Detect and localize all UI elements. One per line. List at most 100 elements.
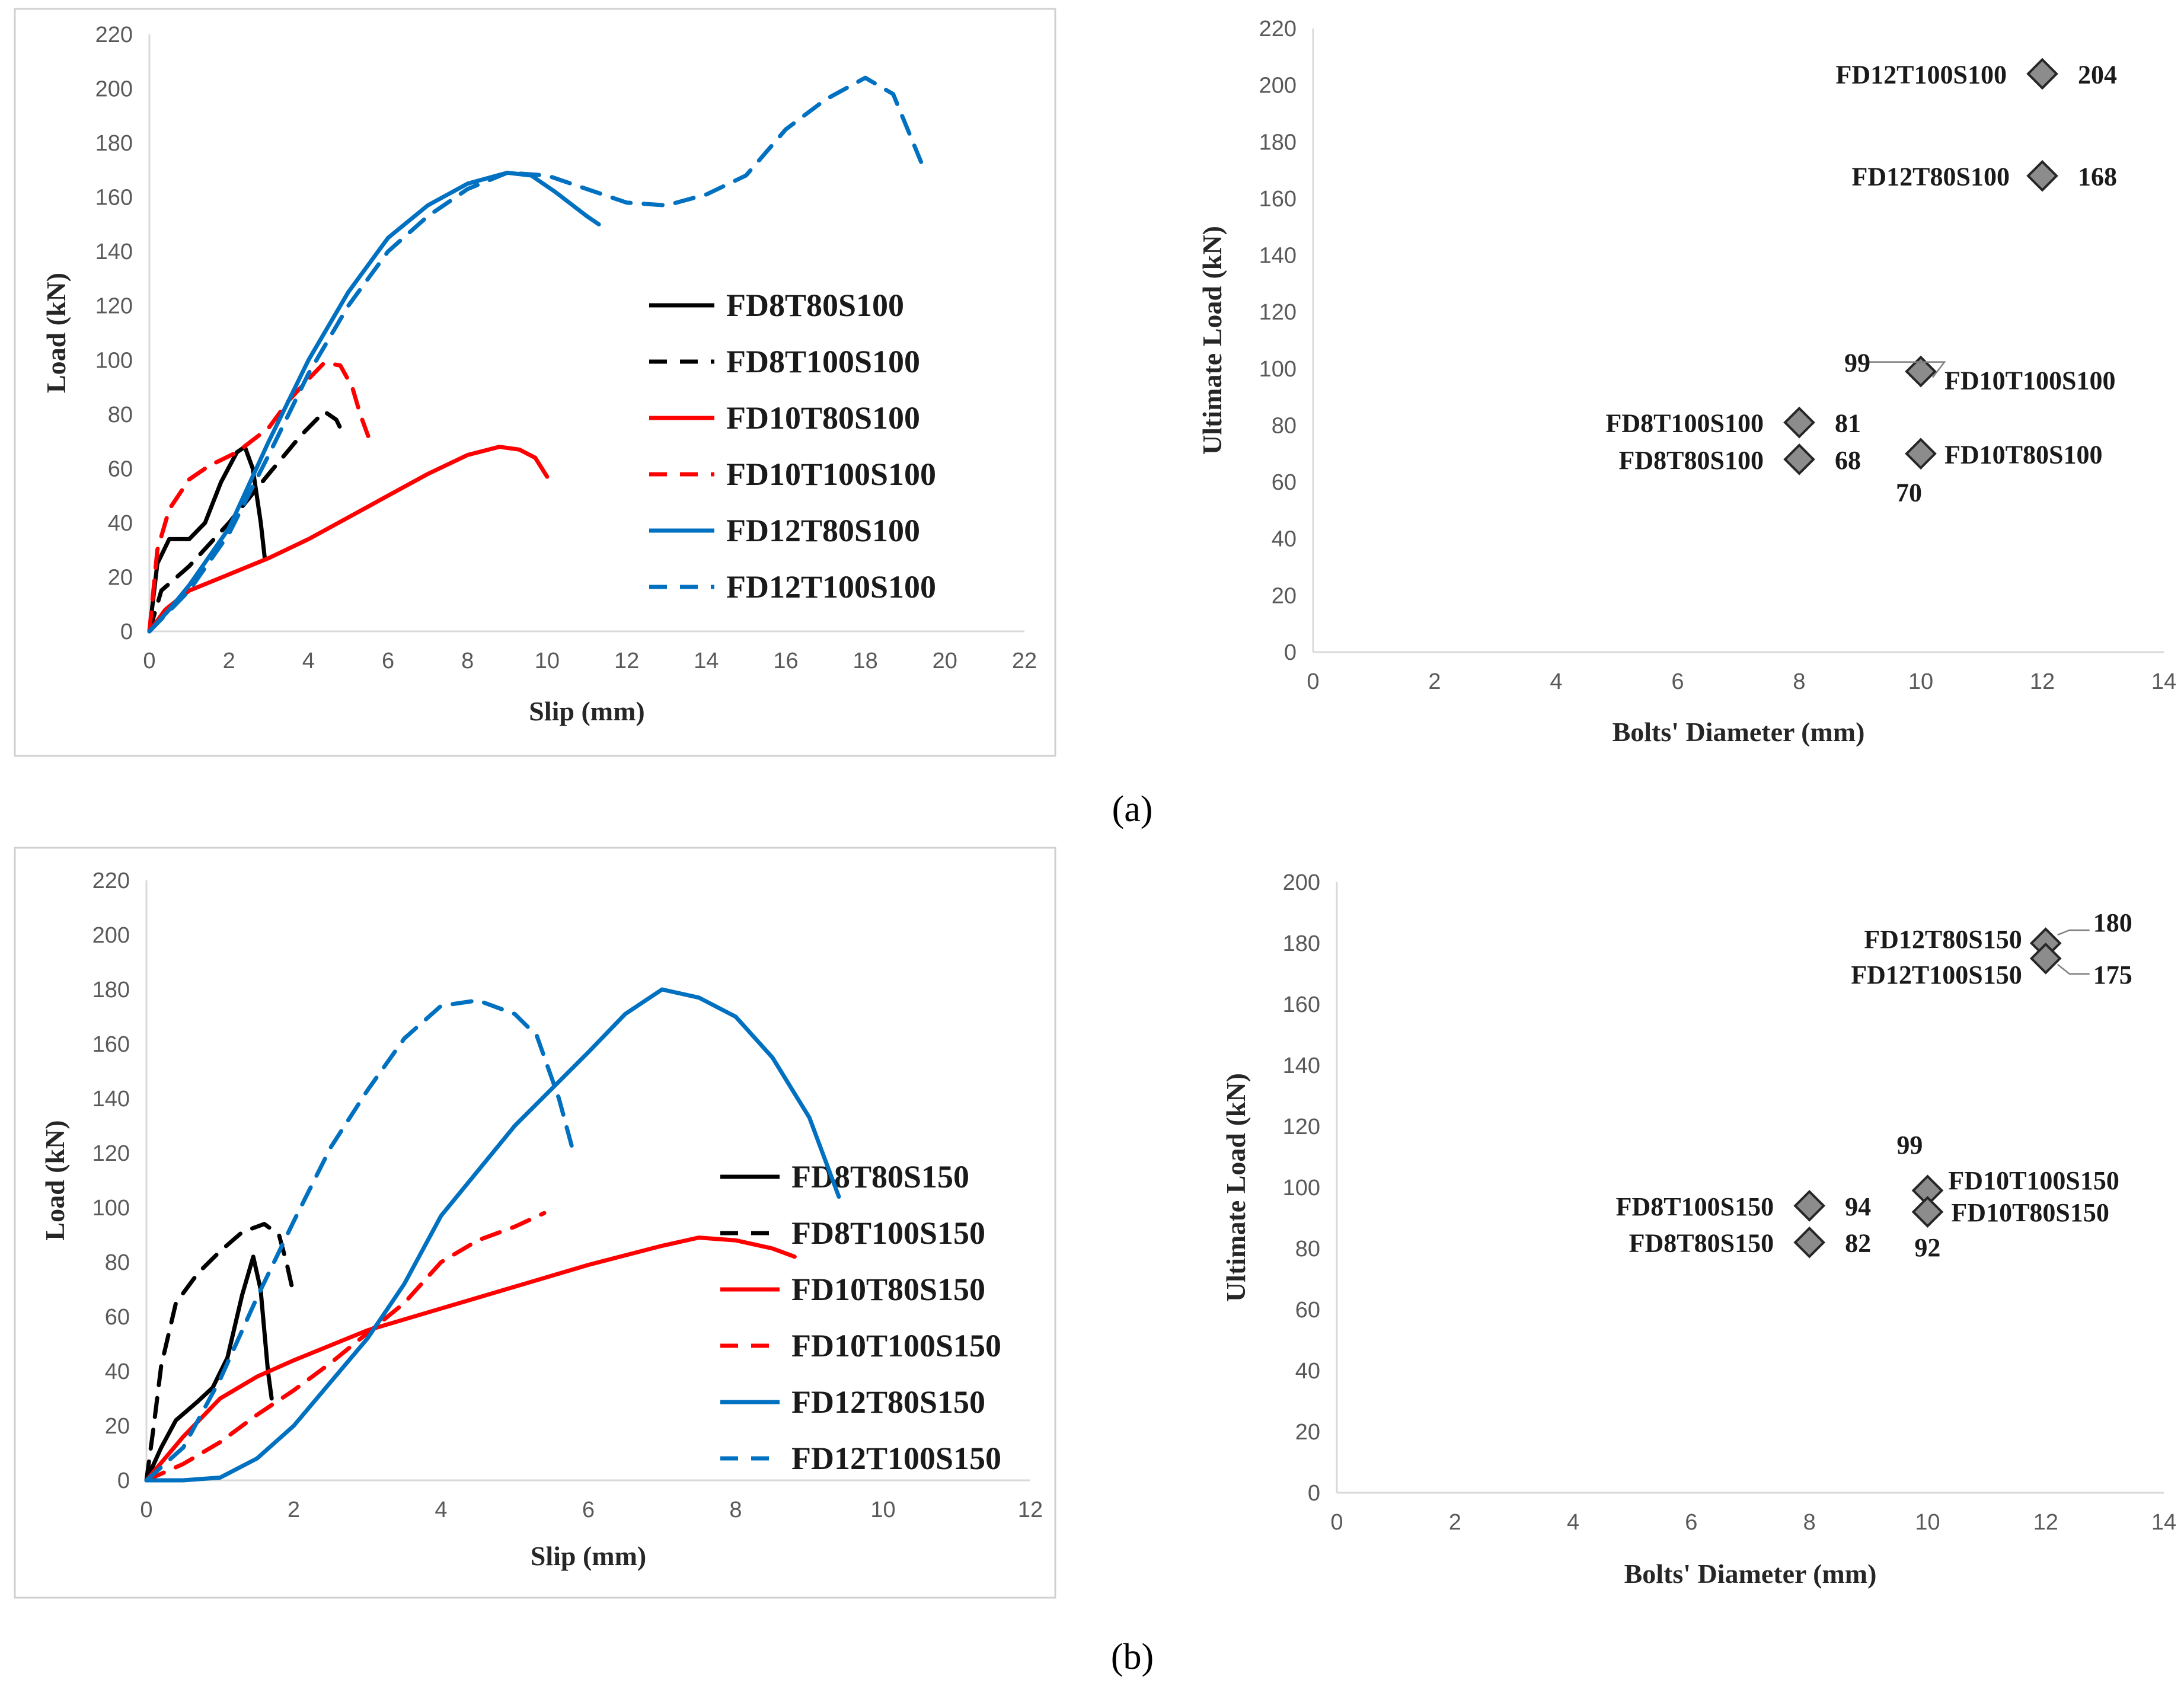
data-point-value: 99: [1844, 349, 1870, 378]
data-point-value: 99: [1896, 1131, 1923, 1160]
data-label-leader: [2057, 963, 2090, 975]
x-tick-label: 12: [2030, 669, 2055, 694]
x-tick-label: 4: [1567, 1510, 1579, 1535]
data-point-value: 92: [1914, 1233, 1940, 1262]
x-axis-title: Slip (mm): [529, 696, 645, 726]
data-point-name: FD12T100S150: [1851, 960, 2022, 989]
x-tick-label: 2: [1449, 1510, 1461, 1535]
legend-label: FD10T100S150: [791, 1328, 1001, 1364]
data-point-name: FD12T80S100: [1852, 162, 2010, 191]
y-tick-label: 180: [92, 978, 130, 1002]
y-tick-label: 40: [108, 511, 133, 536]
series-line-fd12t80s100: [147, 170, 601, 634]
x-tick-label: 18: [852, 649, 877, 673]
data-point-value: 68: [1835, 446, 1861, 475]
y-tick-label: 180: [95, 131, 133, 156]
y-tick-label: 80: [108, 403, 133, 427]
y-tick-label: 160: [95, 186, 133, 210]
y-tick-label: 80: [1272, 413, 1297, 438]
y-tick-label: 220: [92, 869, 130, 893]
y-tick-label: 200: [95, 77, 133, 102]
data-point-name: FD10T100S150: [1948, 1166, 2119, 1195]
x-tick-label: 8: [1803, 1510, 1816, 1535]
legend-label: FD10T80S100: [726, 400, 920, 436]
y-tick-label: 220: [1259, 17, 1297, 41]
data-point-marker: [1793, 1190, 1825, 1222]
data-point-name: FD8T100S150: [1616, 1192, 1774, 1221]
load-slip-chart-a: 0 20 40 60 80 100 120 140 160 180 200 220 0 2 4 6 8 10 12 1…: [41, 23, 1037, 726]
series-line-fd8t80s100: [147, 445, 267, 634]
chart-frame-a: [14, 8, 1056, 757]
data-point-value: 94: [1845, 1192, 1871, 1221]
data-point-name: FD10T100S100: [1944, 366, 2115, 395]
series-line-fd10t80s100: [147, 445, 550, 634]
x-tick-label: 10: [1915, 1510, 1940, 1535]
data-point-value: 175: [2093, 960, 2132, 989]
x-tick-label: 14: [694, 649, 719, 673]
legend-label: FD12T80S100: [726, 513, 920, 548]
x-tick-label: 12: [614, 649, 639, 673]
data-point-name: FD10T80S150: [1951, 1198, 2109, 1227]
y-tick-label: 100: [1283, 1176, 1320, 1201]
legend-label: FD12T100S100: [726, 569, 936, 605]
x-tick-label: 2: [223, 649, 235, 673]
load-slip-chart-b: 0 20 40 60 80 100 120 140 160 180 200 220 0 2 4 6 8 10 12 S…: [40, 869, 1043, 1571]
x-tick-label: 12: [1018, 1498, 1043, 1522]
data-point-name: FD12T100S100: [1836, 60, 2007, 90]
y-tick-label: 0: [120, 620, 133, 644]
y-tick-label: 20: [105, 1414, 130, 1439]
data-point-marker: [1783, 406, 1815, 439]
y-tick-label: 200: [1283, 870, 1320, 895]
legend-label: FD12T80S150: [791, 1384, 985, 1420]
x-tick-label: 6: [1685, 1510, 1697, 1535]
y-tick-label: 120: [1259, 300, 1297, 325]
x-tick-label: 22: [1012, 649, 1037, 673]
series-line-fd8t80s150: [144, 1254, 274, 1483]
y-tick-label: 100: [92, 1196, 130, 1221]
y-tick-label: 0: [1284, 640, 1297, 665]
x-axis-title: Slip (mm): [531, 1541, 647, 1571]
y-tick-label: 220: [95, 23, 133, 47]
x-tick-label: 0: [1307, 669, 1319, 694]
y-tick-label: 160: [92, 1032, 130, 1057]
series-line-fd8t100s100: [147, 409, 347, 634]
data-point-marker: [2026, 159, 2058, 192]
x-tick-label: 6: [382, 649, 394, 673]
data-point-value: 82: [1845, 1229, 1871, 1258]
x-tick-label: 10: [535, 649, 560, 673]
x-tick-label: 12: [2033, 1510, 2058, 1535]
y-tick-label: 160: [1259, 187, 1297, 212]
y-tick-label: 180: [1283, 931, 1320, 956]
data-point-name: FD8T80S150: [1629, 1229, 1774, 1258]
data-point-name: FD8T100S100: [1606, 409, 1764, 438]
x-tick-label: 4: [435, 1498, 447, 1522]
data-point-marker: [1793, 1226, 1825, 1259]
y-tick-label: 0: [117, 1468, 130, 1493]
data-point-name: FD12T80S150: [1864, 925, 2022, 954]
data-point-marker: [2029, 942, 2062, 975]
data-point-marker: [1783, 443, 1815, 475]
x-tick-label: 0: [140, 1498, 152, 1522]
data-point-value: 81: [1835, 409, 1861, 438]
ultimate-load-chart-b: 0 20 40 60 80 100 120 140 160 180 200 0 2 4 6 8 10 12 14 Bo…: [1221, 870, 2176, 1589]
data-point-marker: [2026, 58, 2058, 90]
x-tick-label: 10: [1908, 669, 1933, 694]
y-tick-label: 40: [1295, 1359, 1320, 1384]
y-tick-label: 100: [95, 348, 133, 373]
chart-frame-b: [14, 847, 1056, 1599]
x-tick-label: 6: [582, 1498, 595, 1522]
series-line-fd12t100s150: [144, 998, 576, 1483]
y-tick-label: 120: [92, 1141, 130, 1166]
y-tick-label: 120: [95, 294, 133, 319]
x-tick-label: 2: [288, 1498, 300, 1522]
y-axis-title: Load (kN): [40, 1120, 70, 1240]
x-tick-label: 10: [870, 1498, 895, 1522]
y-tick-label: 60: [1272, 470, 1297, 495]
y-tick-label: 80: [1295, 1237, 1320, 1262]
y-tick-label: 60: [105, 1305, 130, 1330]
x-tick-label: 14: [2151, 1510, 2176, 1535]
y-tick-label: 140: [92, 1087, 130, 1112]
x-tick-label: 2: [1428, 669, 1441, 694]
